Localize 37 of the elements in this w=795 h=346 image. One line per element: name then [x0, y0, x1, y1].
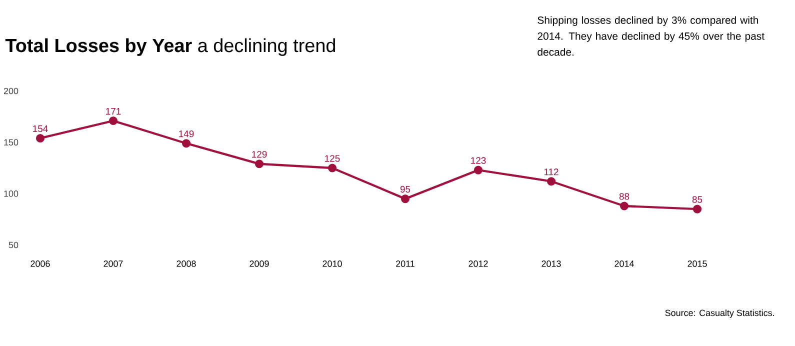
x-tick-label: 2007 [104, 260, 123, 267]
data-label: 88 [619, 193, 630, 200]
x-tick-label: 2015 [688, 260, 707, 267]
point [108, 116, 118, 126]
x-tick-label: 2012 [468, 260, 488, 267]
point [400, 194, 410, 204]
x-tick-label: 2009 [250, 260, 269, 267]
point [474, 166, 483, 174]
y-tick-label: 100 [4, 190, 18, 197]
data-label: 123 [471, 157, 486, 164]
data-label: 171 [106, 108, 121, 115]
data-label: 129 [252, 150, 267, 158]
point [254, 160, 264, 168]
data-label: 95 [400, 186, 410, 193]
y-tick-label: 150 [4, 139, 18, 146]
data-label: 112 [544, 168, 558, 176]
text: Shipping losses declined by 3% compared with 2014. They have declined by 45% over the past decade. [538, 16, 764, 56]
data-label: 149 [179, 130, 194, 138]
source-note: Source: Casualty Statistics. [665, 310, 774, 318]
point [620, 202, 629, 210]
point [546, 177, 556, 186]
x-tick-label: 2014 [614, 260, 634, 267]
x-tick-label: 2011 [396, 260, 414, 267]
data-label: 154 [33, 125, 48, 132]
data-label: 85 [692, 196, 702, 203]
x-tick-label: 2008 [176, 260, 196, 267]
point [36, 134, 45, 143]
x-tick-label: 2010 [322, 260, 342, 267]
data-label: 125 [325, 155, 340, 162]
y-tick-label: 200 [4, 88, 18, 94]
y-tick-label: 50 [8, 242, 18, 248]
x-tick-label: 2013 [542, 260, 561, 267]
point [328, 164, 337, 172]
x-tick-label: 2006 [30, 260, 50, 267]
point [182, 139, 191, 148]
chart-title: Total Losses by Year a declining trend [5, 38, 336, 56]
point [692, 204, 702, 214]
